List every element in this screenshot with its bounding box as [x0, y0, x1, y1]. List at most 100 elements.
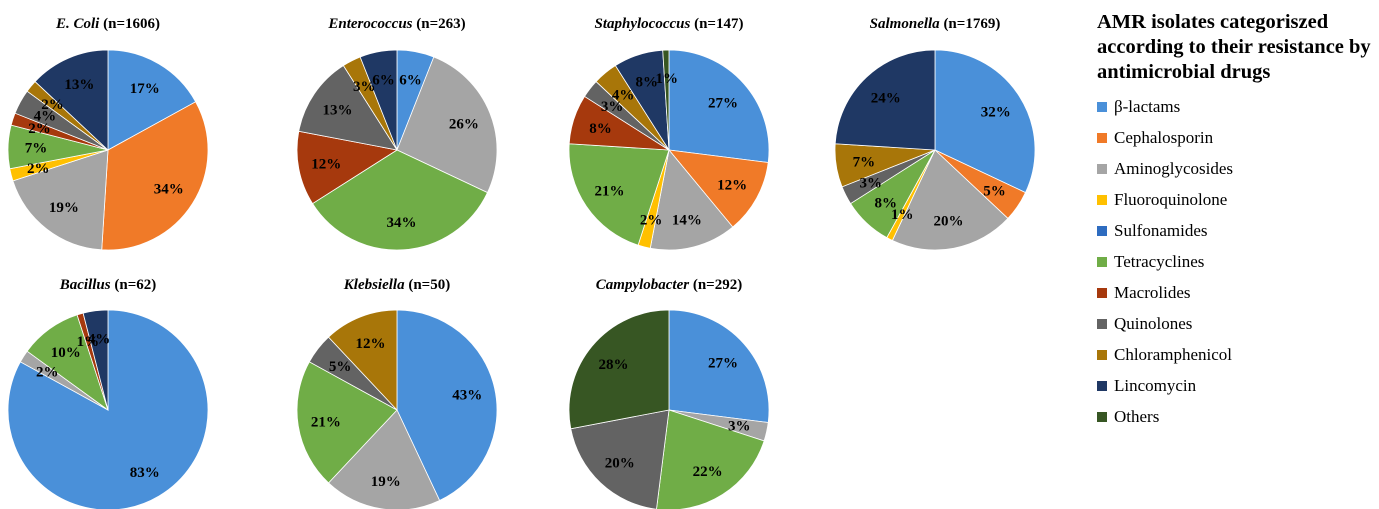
- chart-title-count: (n=147): [690, 16, 743, 32]
- chart-title: Enterococcus (n=263): [327, 16, 465, 32]
- pie-slice: [296, 361, 398, 484]
- legend-swatch: [1097, 132, 1107, 143]
- legend-label: Macrolides: [1114, 282, 1191, 302]
- pie-slice: [568, 309, 670, 430]
- legend-label: Aminoglycosides: [1114, 158, 1233, 178]
- legend-item: β-lactams: [1097, 91, 1377, 122]
- pie-slice-label: 22%: [693, 464, 723, 480]
- legend-item: Sulfonamides: [1097, 215, 1377, 246]
- chart-title-count: (n=1769): [940, 16, 1001, 32]
- chart-title-organism: Klebsiella: [343, 277, 405, 293]
- legend-label: Others: [1114, 406, 1160, 426]
- chart-title-count: (n=1606): [99, 16, 160, 32]
- pie-chart: Staphylococcus (n=147) 27% 12% 14% 2% 21% 8% 3%…: [568, 16, 770, 251]
- pie-slice: [656, 409, 765, 509]
- legend-label: Lincomycin: [1114, 375, 1197, 395]
- pie-slice-label: 8%: [589, 121, 612, 137]
- pie-slice-label: 27%: [708, 95, 738, 111]
- legend-label: Fluoroquinolone: [1114, 189, 1228, 209]
- pie-slice-label: 19%: [49, 200, 79, 216]
- pie-slice-label: 43%: [452, 387, 482, 403]
- chart-title: Staphylococcus (n=147): [595, 16, 744, 32]
- chart-title-count: (n=62): [111, 277, 157, 293]
- pie-slice-label: 28%: [599, 357, 629, 373]
- pie-slice: [568, 143, 670, 246]
- pie-slice-label: 19%: [371, 474, 401, 490]
- pie-slice: [834, 49, 936, 151]
- legend-title: AMR isolates categoriszed according to t…: [1097, 11, 1371, 83]
- pie-slice-label: 2%: [36, 364, 59, 380]
- legend-swatch: [1097, 256, 1107, 267]
- pie-slice-label: 27%: [708, 355, 738, 371]
- pie-slice-label: 12%: [356, 336, 386, 352]
- pie-slice-label: 83%: [130, 465, 160, 481]
- pie-slice-label: 14%: [672, 213, 702, 229]
- pie-slice: [312, 149, 489, 251]
- legend-swatch: [1097, 318, 1107, 329]
- pie-slice-label: 6%: [399, 72, 422, 88]
- pie-slice: [396, 309, 498, 502]
- pie-slice-label: 2%: [28, 121, 51, 137]
- pie-slice: [934, 49, 1036, 194]
- pie-slice-label: 12%: [717, 178, 747, 194]
- pie-slice: [101, 101, 209, 251]
- pie-slice-label: 10%: [51, 345, 81, 361]
- pie-slice-label: 2%: [41, 97, 64, 113]
- legend-label: Chloramphenicol: [1114, 344, 1233, 364]
- pie-slice-label: 2%: [640, 213, 663, 229]
- pie-slice-label: 5%: [329, 359, 352, 375]
- legend-item: Lincomycin: [1097, 370, 1377, 401]
- chart-title-organism: Enterococcus: [327, 16, 412, 32]
- pie-chart: Enterococcus (n=263)6%26%34%12%13%3%6%: [296, 16, 498, 251]
- legend-swatch: [1097, 349, 1107, 360]
- legend-item: Tetracyclines: [1097, 246, 1377, 277]
- legend-label: Sulfonamides: [1114, 220, 1208, 240]
- pie-chart: Campylobacter (n=292) 27% 3% 22% 20% 28%: [568, 277, 770, 509]
- chart-title: E. Coli (n=1606): [55, 16, 160, 32]
- pie-slice: [107, 49, 197, 151]
- chart-title-organism: Campylobacter: [596, 277, 689, 293]
- pie-chart: E. Coli (n=1606)17%34%19%2%7%2%4%2%13%: [7, 16, 209, 251]
- legend-swatch: [1097, 163, 1107, 174]
- pie-slice-label: 32%: [981, 104, 1011, 120]
- pie-chart: Klebsiella (n=50) 43% 19% 21% 5%12%: [296, 277, 498, 509]
- pie-slice: [396, 56, 498, 194]
- pie-slice: [570, 409, 670, 509]
- chart-title-organism: E. Coli: [55, 16, 100, 32]
- pie-slice-label: 3%: [601, 99, 624, 115]
- pie-slice-label: 21%: [595, 184, 625, 200]
- chart-title-count: (n=263): [413, 16, 466, 32]
- pie-slice: [34, 49, 109, 151]
- legend-items: β-lactams Cephalosporin Aminoglycosides Flu…: [1097, 91, 1377, 432]
- chart-title: Klebsiella (n=50): [343, 277, 450, 293]
- pie-slice-label: 7%: [25, 141, 48, 157]
- pie-slice-label: 4%: [612, 88, 635, 104]
- pie-slice-label: 5%: [983, 184, 1006, 200]
- pie-slice-label: 34%: [387, 215, 417, 231]
- pie-slice-label: 20%: [605, 456, 635, 472]
- pie-slice: [12, 149, 109, 251]
- pie-slice: [662, 49, 670, 151]
- pie-slice: [82, 309, 109, 411]
- pie-slice: [7, 309, 209, 509]
- pie-slice-label: 24%: [871, 91, 901, 107]
- legend-label: Cephalosporin: [1114, 127, 1214, 147]
- pie-slice-label: 13%: [323, 103, 353, 119]
- chart-title-count: (n=50): [405, 277, 451, 293]
- pie-slice-label: 8%: [636, 75, 659, 91]
- legend-label: Tetracyclines: [1114, 251, 1205, 271]
- chart-title: Campylobacter (n=292): [596, 277, 742, 293]
- pie-slice-label: 4%: [88, 332, 111, 348]
- pie-slice: [649, 149, 734, 251]
- pie-slice-label: 2%: [27, 161, 50, 177]
- legend-swatch: [1097, 411, 1107, 422]
- legend-label: β-lactams: [1114, 96, 1181, 116]
- legend-swatch: [1097, 225, 1107, 236]
- pie-slice-label: 17%: [130, 81, 160, 97]
- chart-title: Bacillus (n=62): [59, 277, 157, 293]
- pie-slice: [296, 130, 399, 205]
- legend: AMR isolates categoriszed according to t…: [1097, 10, 1377, 432]
- pie-slice-label: 3%: [860, 176, 883, 192]
- pie-slice-label: 26%: [449, 117, 479, 133]
